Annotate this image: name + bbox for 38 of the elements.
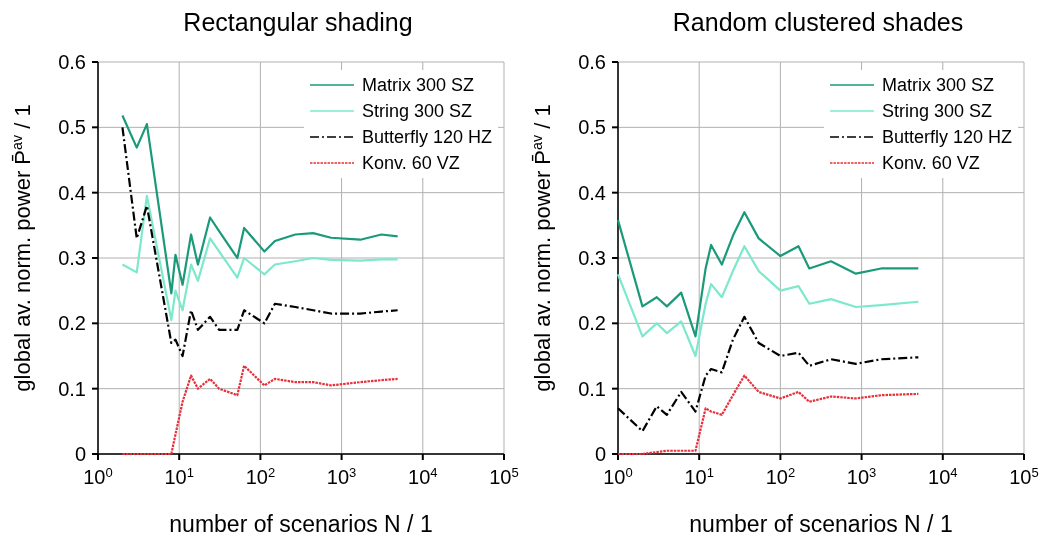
y-tick-label: 0.3	[578, 247, 606, 269]
y-tick-label: 0.3	[58, 247, 86, 269]
legend-label: Matrix 300 SZ	[881, 74, 994, 96]
y-tick-label: 0	[594, 443, 606, 465]
x-tick-label: 10$^{2}$	[245, 464, 276, 488]
y-tick-label: 0.5	[58, 116, 86, 139]
y-tick-label: 0.6	[58, 51, 86, 73]
x-tick-label: 10$^{5}$	[489, 464, 519, 488]
y-tick-label: 0.5	[578, 116, 606, 139]
legend-label: Butterfly 120 HZ	[361, 126, 492, 148]
x-tick-label: 10$^{0}$	[83, 464, 113, 488]
x-tick-label: 10$^{1}$	[164, 464, 194, 488]
x-axis-title: number of scenarios N / 1	[689, 511, 953, 537]
y-tick-label: 0.2	[58, 312, 86, 335]
chart-title: Rectangular shading	[182, 8, 414, 38]
y-tick-label: 0.4	[578, 181, 606, 204]
x-tick-label: 10$^{4}$	[408, 464, 438, 488]
x-tick-label: 10$^{5}$	[1009, 464, 1039, 488]
x-axis-title: number of scenarios N / 1	[169, 511, 433, 537]
y-tick-label: 0.4	[58, 181, 86, 204]
legend-label: Matrix 300 SZ	[361, 74, 474, 96]
chart-title: Random clustered shades	[671, 8, 965, 38]
x-tick-label: 10$^{0}$	[603, 464, 633, 488]
y-tick-label: 0.1	[58, 377, 86, 400]
x-tick-label: 10$^{3}$	[326, 464, 357, 488]
legend-label: Butterfly 120 HZ	[881, 126, 1012, 148]
x-tick-label: 10$^{4}$	[928, 464, 958, 488]
x-tick-label: 10$^{3}$	[846, 464, 877, 488]
legend-label: String 300 SZ	[361, 100, 472, 122]
x-tick-label: 10$^{2}$	[765, 464, 796, 488]
y-tick-label: 0.2	[578, 312, 606, 335]
y-tick-label: 0.1	[578, 377, 606, 400]
y-tick-label: 0.6	[578, 51, 606, 73]
y-tick-label: 0	[74, 443, 86, 465]
legend-label: Konv. 60 VZ	[361, 152, 460, 174]
x-tick-label: 10$^{1}$	[684, 464, 714, 488]
legend-label: Konv. 60 VZ	[881, 152, 980, 174]
legend-label: String 300 SZ	[881, 100, 992, 122]
